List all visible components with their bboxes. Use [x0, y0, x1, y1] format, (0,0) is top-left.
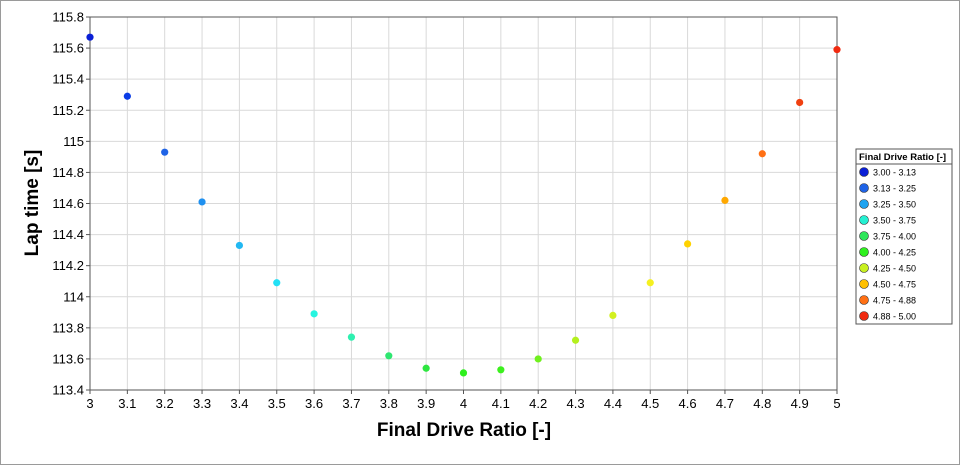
- x-tick-label: 4.8: [753, 396, 771, 411]
- legend: Final Drive Ratio [-] 3.00 - 3.13 3.13 - …: [855, 148, 953, 325]
- x-tick-label: 3.8: [380, 396, 398, 411]
- x-tick-label: 3.4: [230, 396, 248, 411]
- legend-marker: [859, 183, 869, 193]
- x-tick-label: 5: [833, 396, 840, 411]
- data-point: [571, 336, 580, 344]
- data-point: [758, 150, 766, 158]
- legend-marker: [859, 295, 869, 305]
- x-tick-label: 3.2: [156, 396, 174, 411]
- data-point: [534, 355, 542, 363]
- legend-label: 3.50 - 3.75: [873, 216, 916, 226]
- data-point: [385, 352, 393, 360]
- x-tick-label: 4.9: [791, 396, 809, 411]
- y-tick-label: 113.4: [52, 383, 84, 398]
- legend-marker: [859, 215, 869, 225]
- data-point: [422, 364, 430, 372]
- x-tick-label: 3: [86, 396, 93, 411]
- legend-label: 4.88 - 5.00: [873, 312, 916, 322]
- data-point: [497, 366, 505, 374]
- data-point: [646, 279, 654, 287]
- y-axis-title: Lap time [s]: [22, 150, 43, 257]
- legend-label: 3.25 - 3.50: [873, 200, 916, 210]
- legend-title: Final Drive Ratio [-]: [859, 152, 946, 163]
- data-point: [273, 279, 281, 287]
- data-point: [86, 33, 94, 41]
- x-tick-label: 3.9: [417, 396, 435, 411]
- y-tick-label: 115.8: [52, 10, 84, 25]
- legend-marker: [859, 279, 869, 289]
- legend-box: [855, 148, 953, 325]
- x-tick-label: 3.5: [268, 396, 286, 411]
- y-tick-label: 115.6: [52, 41, 84, 56]
- y-tick-label: 114.2: [52, 258, 84, 273]
- y-tick-label: 114.6: [52, 196, 84, 211]
- legend-label: 4.25 - 4.50: [873, 264, 916, 274]
- data-point: [161, 148, 169, 156]
- x-tick-label: 4.1: [492, 396, 510, 411]
- y-tick-label: 114.4: [52, 227, 84, 242]
- legend-marker: [859, 263, 869, 273]
- legend-label: 4.50 - 4.75: [873, 280, 916, 290]
- data-point: [684, 240, 692, 248]
- data-point: [198, 198, 206, 206]
- y-tick-label: 114.8: [52, 165, 84, 180]
- legend-label: 3.13 - 3.25: [873, 184, 916, 194]
- x-tick-label: 3.7: [342, 396, 360, 411]
- legend-marker: [859, 311, 869, 321]
- x-tick-label: 4: [460, 396, 467, 411]
- x-tick-label: 4.7: [716, 396, 734, 411]
- data-point: [123, 92, 131, 100]
- data-point: [609, 311, 617, 319]
- x-tick-label: 4.6: [679, 396, 697, 411]
- data-point: [833, 46, 841, 54]
- legend-label: 4.75 - 4.88: [873, 296, 916, 306]
- legend-marker: [859, 247, 869, 257]
- legend-label: 3.75 - 4.00: [873, 232, 916, 242]
- legend-marker: [859, 231, 869, 241]
- x-tick-label: 3.1: [118, 396, 136, 411]
- data-point: [721, 196, 729, 204]
- legend-items: 3.00 - 3.13 3.13 - 3.25 3.25 - 3.50 3.50 - …: [859, 167, 916, 322]
- x-tick-label: 4.4: [604, 396, 622, 411]
- data-points: [86, 33, 841, 377]
- legend-label: 3.00 - 3.13: [873, 168, 916, 178]
- data-point: [310, 310, 318, 318]
- x-tick-label: 3.6: [305, 396, 323, 411]
- data-point: [796, 98, 804, 107]
- x-tick-label: 4.2: [529, 396, 547, 411]
- y-axis-ticks: 113.4 113.6 113.8 114 114.2 114.4 114.6 114.8 11…: [52, 10, 90, 398]
- y-tick-label: 115.2: [52, 103, 84, 118]
- legend-label: 4.00 - 4.25: [873, 248, 916, 258]
- x-tick-label: 4.3: [567, 396, 585, 411]
- legend-marker: [859, 167, 869, 177]
- x-axis-title: Final Drive Ratio [-]: [377, 420, 551, 441]
- data-point: [459, 369, 468, 377]
- y-tick-label: 115.4: [52, 72, 84, 87]
- data-point: [347, 333, 356, 341]
- y-tick-label: 115: [63, 134, 84, 149]
- data-point: [235, 241, 243, 250]
- x-tick-label: 4.5: [641, 396, 659, 411]
- y-tick-label: 113.8: [52, 320, 84, 335]
- legend-marker: [859, 199, 869, 209]
- x-tick-label: 3.3: [193, 396, 211, 411]
- x-axis-ticks: 3 3.1 3.2 3.3 3.4 3.5 3.6 3.7 3.8 3.9 4 4.1 4.2 4.3 4.…: [86, 390, 841, 411]
- y-tick-label: 113.6: [52, 351, 84, 366]
- y-tick-label: 114: [63, 289, 84, 304]
